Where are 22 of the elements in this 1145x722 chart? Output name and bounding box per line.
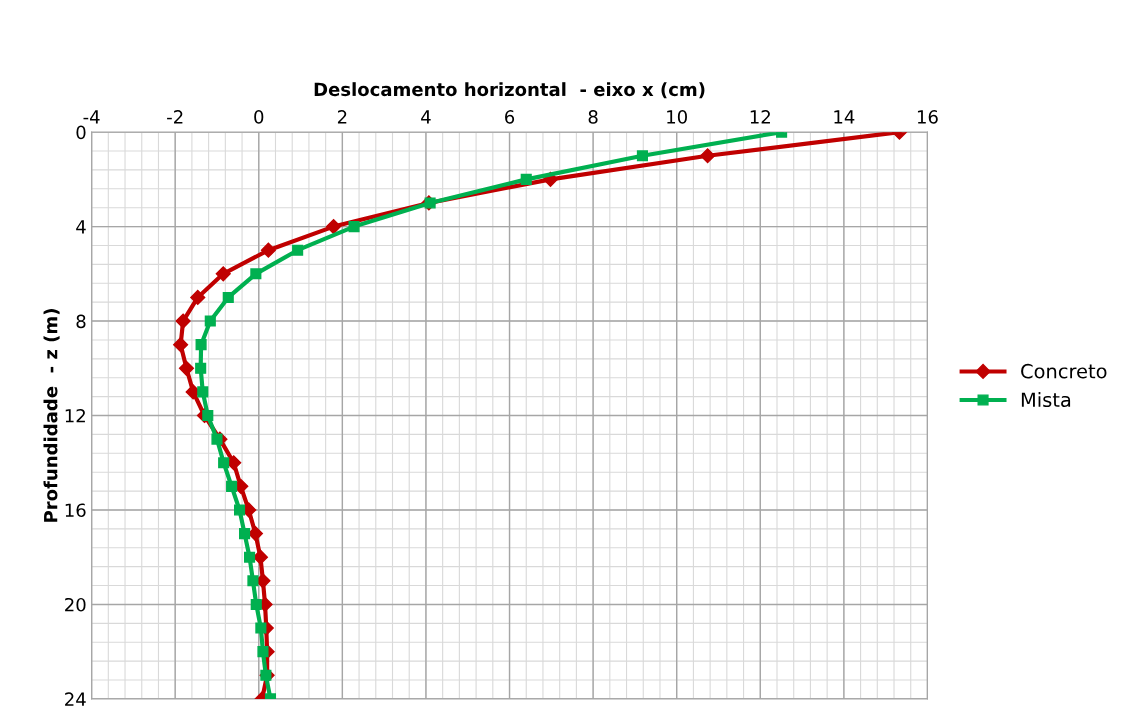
y-tick-label: 24	[65, 692, 86, 706]
x-tick-label: 0	[254, 110, 264, 124]
y-tick-label: 4	[76, 220, 86, 234]
y-tick-label: 20	[65, 597, 86, 612]
x-tick-label: 2	[337, 110, 347, 124]
x-tick-label: -2	[167, 110, 183, 124]
y-tick-label: 0	[76, 125, 86, 140]
x-tick-label: -4	[83, 110, 100, 124]
x-tick-label: 6	[505, 110, 515, 124]
legend-label: Concreto	[1021, 363, 1107, 379]
x-tick-label: 14	[834, 110, 855, 124]
y-tick-label: 12	[65, 408, 85, 423]
x-tick-label: 10	[667, 110, 687, 124]
legend-label: Mista	[1021, 392, 1071, 408]
x-tick-label: 8	[588, 110, 598, 124]
y-axis-title: Profundidade - z (m)	[43, 309, 60, 522]
x-tick-label: 4	[421, 110, 431, 124]
x-tick-label: 12	[750, 110, 770, 124]
x-axis-title: Deslocamento horizontal - eixo x (cm)	[314, 82, 705, 99]
y-tick-label: 16	[65, 503, 86, 518]
y-tick-label: 8	[76, 314, 86, 329]
x-tick-label: 16	[917, 110, 938, 124]
